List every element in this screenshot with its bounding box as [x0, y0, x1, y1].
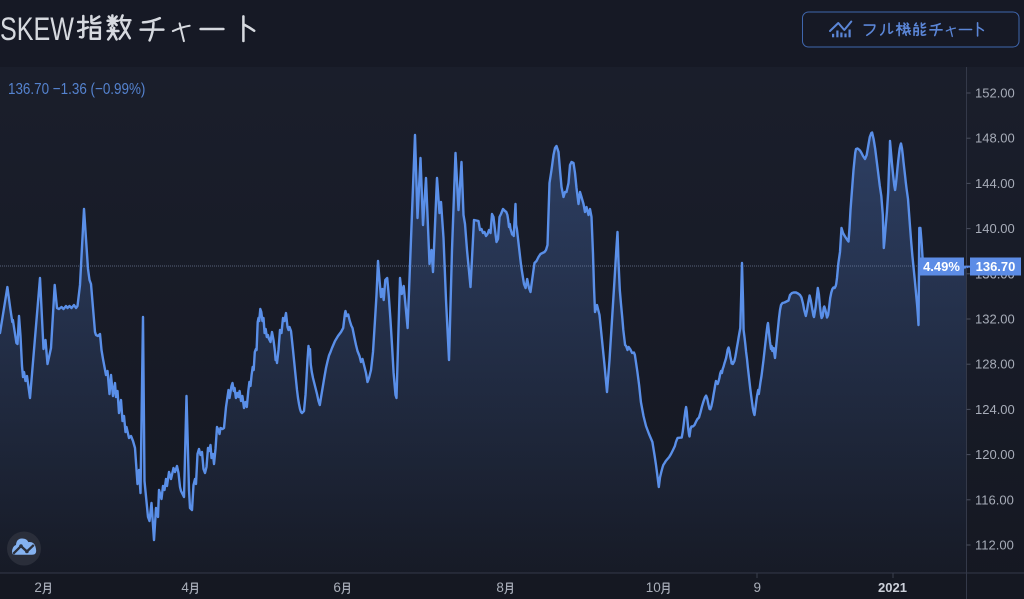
svg-text:8: 8 [496, 580, 504, 595]
svg-text:4: 4 [181, 580, 189, 595]
svg-text:4.49%: 4.49% [923, 259, 960, 274]
svg-text:10: 10 [646, 580, 661, 595]
svg-text:136.70: 136.70 [976, 259, 1016, 274]
svg-text:132.00: 132.00 [975, 312, 1015, 327]
svg-text:112.00: 112.00 [975, 538, 1014, 553]
svg-text:116.00: 116.00 [975, 492, 1014, 507]
svg-text:136.70 −1.36 (−0.99%): 136.70 −1.36 (−0.99%) [8, 81, 145, 98]
svg-text:9: 9 [754, 580, 762, 595]
svg-text:2: 2 [34, 580, 42, 595]
svg-text:SKEW: SKEW [0, 12, 75, 48]
svg-text:6: 6 [333, 580, 341, 595]
svg-text:152.00: 152.00 [975, 86, 1015, 101]
svg-text:120.00: 120.00 [975, 447, 1015, 462]
svg-text:148.00: 148.00 [975, 131, 1015, 146]
svg-text:144.00: 144.00 [975, 176, 1015, 191]
svg-text:2021: 2021 [878, 580, 907, 595]
svg-text:124.00: 124.00 [975, 402, 1015, 417]
svg-text:140.00: 140.00 [975, 221, 1015, 236]
svg-text:128.00: 128.00 [975, 357, 1015, 372]
